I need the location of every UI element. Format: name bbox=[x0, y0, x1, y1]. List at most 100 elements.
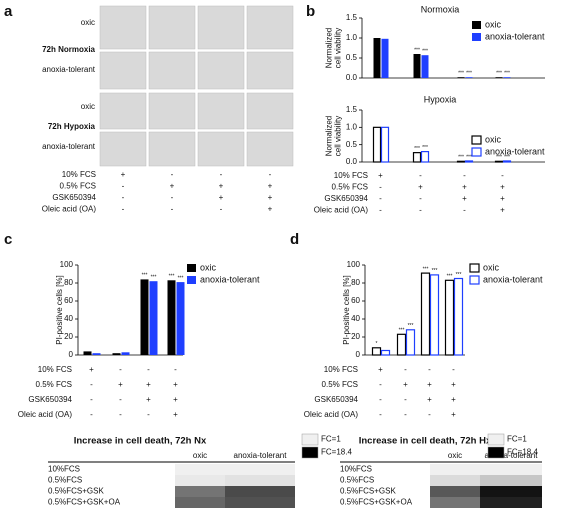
condition-sign: - bbox=[419, 194, 422, 203]
panel-letter: c bbox=[4, 231, 12, 248]
y-axis-label: Normalized bbox=[325, 116, 334, 156]
heatmap-row: 0.5%FCS+GSK+OA bbox=[340, 498, 413, 507]
significance: *** bbox=[504, 154, 510, 160]
heatmap-cell bbox=[175, 486, 225, 497]
heatmap-column: anoxia-tolerant bbox=[485, 451, 539, 460]
condition-sign: - bbox=[119, 365, 122, 374]
condition-sign: + bbox=[378, 365, 383, 374]
condition-label: Oleic acid (OA) bbox=[304, 410, 359, 419]
y-tick-label: 0.0 bbox=[346, 73, 358, 82]
condition-sign: + bbox=[121, 170, 126, 179]
scale-swatch bbox=[487, 446, 505, 459]
significance: *** bbox=[456, 272, 462, 278]
condition-label: GSK650394 bbox=[28, 395, 72, 404]
bar bbox=[140, 279, 149, 355]
condition-sign: - bbox=[404, 410, 407, 419]
condition-sign: + bbox=[268, 193, 273, 202]
condition-label: GSK650394 bbox=[324, 194, 368, 203]
condition-sign: - bbox=[147, 410, 150, 419]
condition-sign: - bbox=[269, 170, 272, 179]
panel-letter: b bbox=[306, 3, 315, 20]
heatmap-cell bbox=[430, 486, 480, 497]
legend-swatch bbox=[469, 275, 480, 285]
condition-sign: - bbox=[501, 171, 504, 180]
bar bbox=[420, 151, 430, 163]
bar bbox=[421, 55, 429, 78]
condition-sign: + bbox=[173, 395, 178, 404]
significance: *** bbox=[447, 274, 453, 280]
y-axis-label: cell viability bbox=[334, 116, 343, 156]
condition-sign: - bbox=[404, 395, 407, 404]
legend-label: oxic bbox=[485, 134, 502, 144]
y-tick-label: 1.0 bbox=[346, 122, 358, 131]
condition-sign: - bbox=[147, 365, 150, 374]
heatmap-cell bbox=[225, 486, 295, 497]
heatmap-row: 0.5%FCS+GSK bbox=[48, 487, 104, 496]
y-tick-label: 80 bbox=[351, 278, 360, 287]
scale-swatch bbox=[301, 433, 319, 446]
y-axis-label: cell viability bbox=[334, 28, 343, 68]
row-label: 72h Normoxia bbox=[42, 45, 95, 54]
condition-sign: - bbox=[220, 205, 223, 214]
condition-sign: - bbox=[171, 170, 174, 179]
condition-sign: - bbox=[119, 395, 122, 404]
condition-label: 10% FCS bbox=[62, 170, 96, 179]
condition-sign: - bbox=[419, 171, 422, 180]
legend-swatch bbox=[471, 147, 482, 157]
condition-sign: + bbox=[427, 395, 432, 404]
legend-label: oxic bbox=[200, 262, 217, 272]
significance: *** bbox=[466, 71, 472, 77]
bar bbox=[380, 349, 391, 356]
y-tick-label: 80 bbox=[64, 278, 73, 287]
condition-sign: - bbox=[171, 193, 174, 202]
heatmap-column: anoxia-tolerant bbox=[234, 451, 288, 460]
condition-label: Oleic acid (OA) bbox=[42, 205, 97, 214]
significance: *** bbox=[423, 266, 429, 272]
condition-sign: - bbox=[122, 205, 125, 214]
y-tick-label: 1.5 bbox=[346, 105, 358, 114]
legend-swatch bbox=[472, 33, 481, 41]
heatmap-title: Increase in cell death, 72h Hx bbox=[359, 436, 492, 447]
legend-label: anoxia-tolerant bbox=[485, 146, 545, 156]
significance: *** bbox=[496, 155, 502, 161]
legend-label: anoxia-tolerant bbox=[483, 274, 543, 284]
y-tick-label: 100 bbox=[347, 260, 361, 269]
y-tick-label: 20 bbox=[64, 332, 73, 341]
condition-label: 0.5% FCS bbox=[332, 183, 368, 192]
heatmap-cell bbox=[480, 497, 542, 508]
y-tick-label: 1.5 bbox=[346, 13, 358, 22]
bar bbox=[494, 160, 504, 163]
condition-sign: + bbox=[170, 182, 175, 191]
heatmap-cell bbox=[430, 464, 480, 475]
chart-title: Normoxia bbox=[421, 4, 460, 14]
heatmap-cell bbox=[225, 475, 295, 486]
condition-label: 10% FCS bbox=[38, 365, 72, 374]
significance: *** bbox=[399, 328, 405, 334]
legend-label: anoxia-tolerant bbox=[200, 274, 260, 284]
bar bbox=[381, 38, 389, 78]
panel-letter: a bbox=[4, 3, 13, 20]
condition-sign: - bbox=[122, 193, 125, 202]
heatmap-cell bbox=[480, 475, 542, 486]
heatmap-column: oxic bbox=[193, 451, 207, 460]
heatmap-cell bbox=[480, 464, 542, 475]
condition-sign: + bbox=[500, 183, 505, 192]
microscopy-images bbox=[99, 5, 294, 167]
y-tick-label: 60 bbox=[351, 296, 360, 305]
significance: *** bbox=[432, 268, 438, 274]
condition-sign: + bbox=[451, 410, 456, 419]
y-tick-label: 0.0 bbox=[346, 157, 358, 166]
legend-swatch bbox=[471, 135, 482, 145]
y-axis-label: Normalized bbox=[325, 28, 334, 68]
significance: *** bbox=[151, 275, 157, 281]
y-tick-label: 20 bbox=[351, 332, 360, 341]
bar bbox=[412, 152, 422, 163]
y-tick-label: 0 bbox=[69, 350, 74, 359]
condition-sign: - bbox=[379, 206, 382, 215]
condition-sign: + bbox=[219, 182, 224, 191]
condition-sign: + bbox=[173, 380, 178, 389]
y-tick-label: 0 bbox=[356, 350, 361, 359]
heatmap-cell bbox=[430, 475, 480, 486]
heatmap-row: 10%FCS bbox=[340, 465, 372, 474]
